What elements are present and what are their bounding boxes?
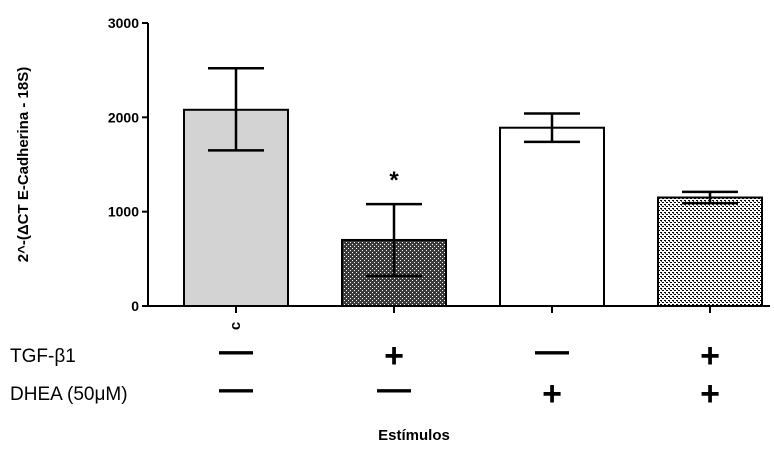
bar <box>657 196 763 307</box>
y-axis-title: 2^-(ΔCT E-Cadherina - 18S) <box>15 67 32 262</box>
treatment-minus: — <box>535 332 569 370</box>
treatment-minus: — <box>377 370 411 408</box>
y-tick-label: 3000 <box>108 15 139 31</box>
treatment-row-label: TGF-β1 <box>10 346 76 367</box>
treatment-plus: + <box>542 375 562 413</box>
y-tick-label: 0 <box>131 298 139 314</box>
treatment-row-label: DHEA (50μM) <box>10 384 128 405</box>
treatment-minus: — <box>219 332 253 370</box>
treatment-minus: — <box>219 370 253 408</box>
significance-star: * <box>389 167 399 194</box>
treatment-plus: + <box>700 337 720 375</box>
x-axis-title: Estímulos <box>378 427 450 444</box>
x-tick-label: c <box>227 322 244 330</box>
treatment-plus: + <box>384 337 404 375</box>
bar <box>499 126 605 307</box>
y-tick-label: 1000 <box>108 204 139 220</box>
y-tick-label: 2000 <box>108 109 139 125</box>
treatment-plus: + <box>700 375 720 413</box>
